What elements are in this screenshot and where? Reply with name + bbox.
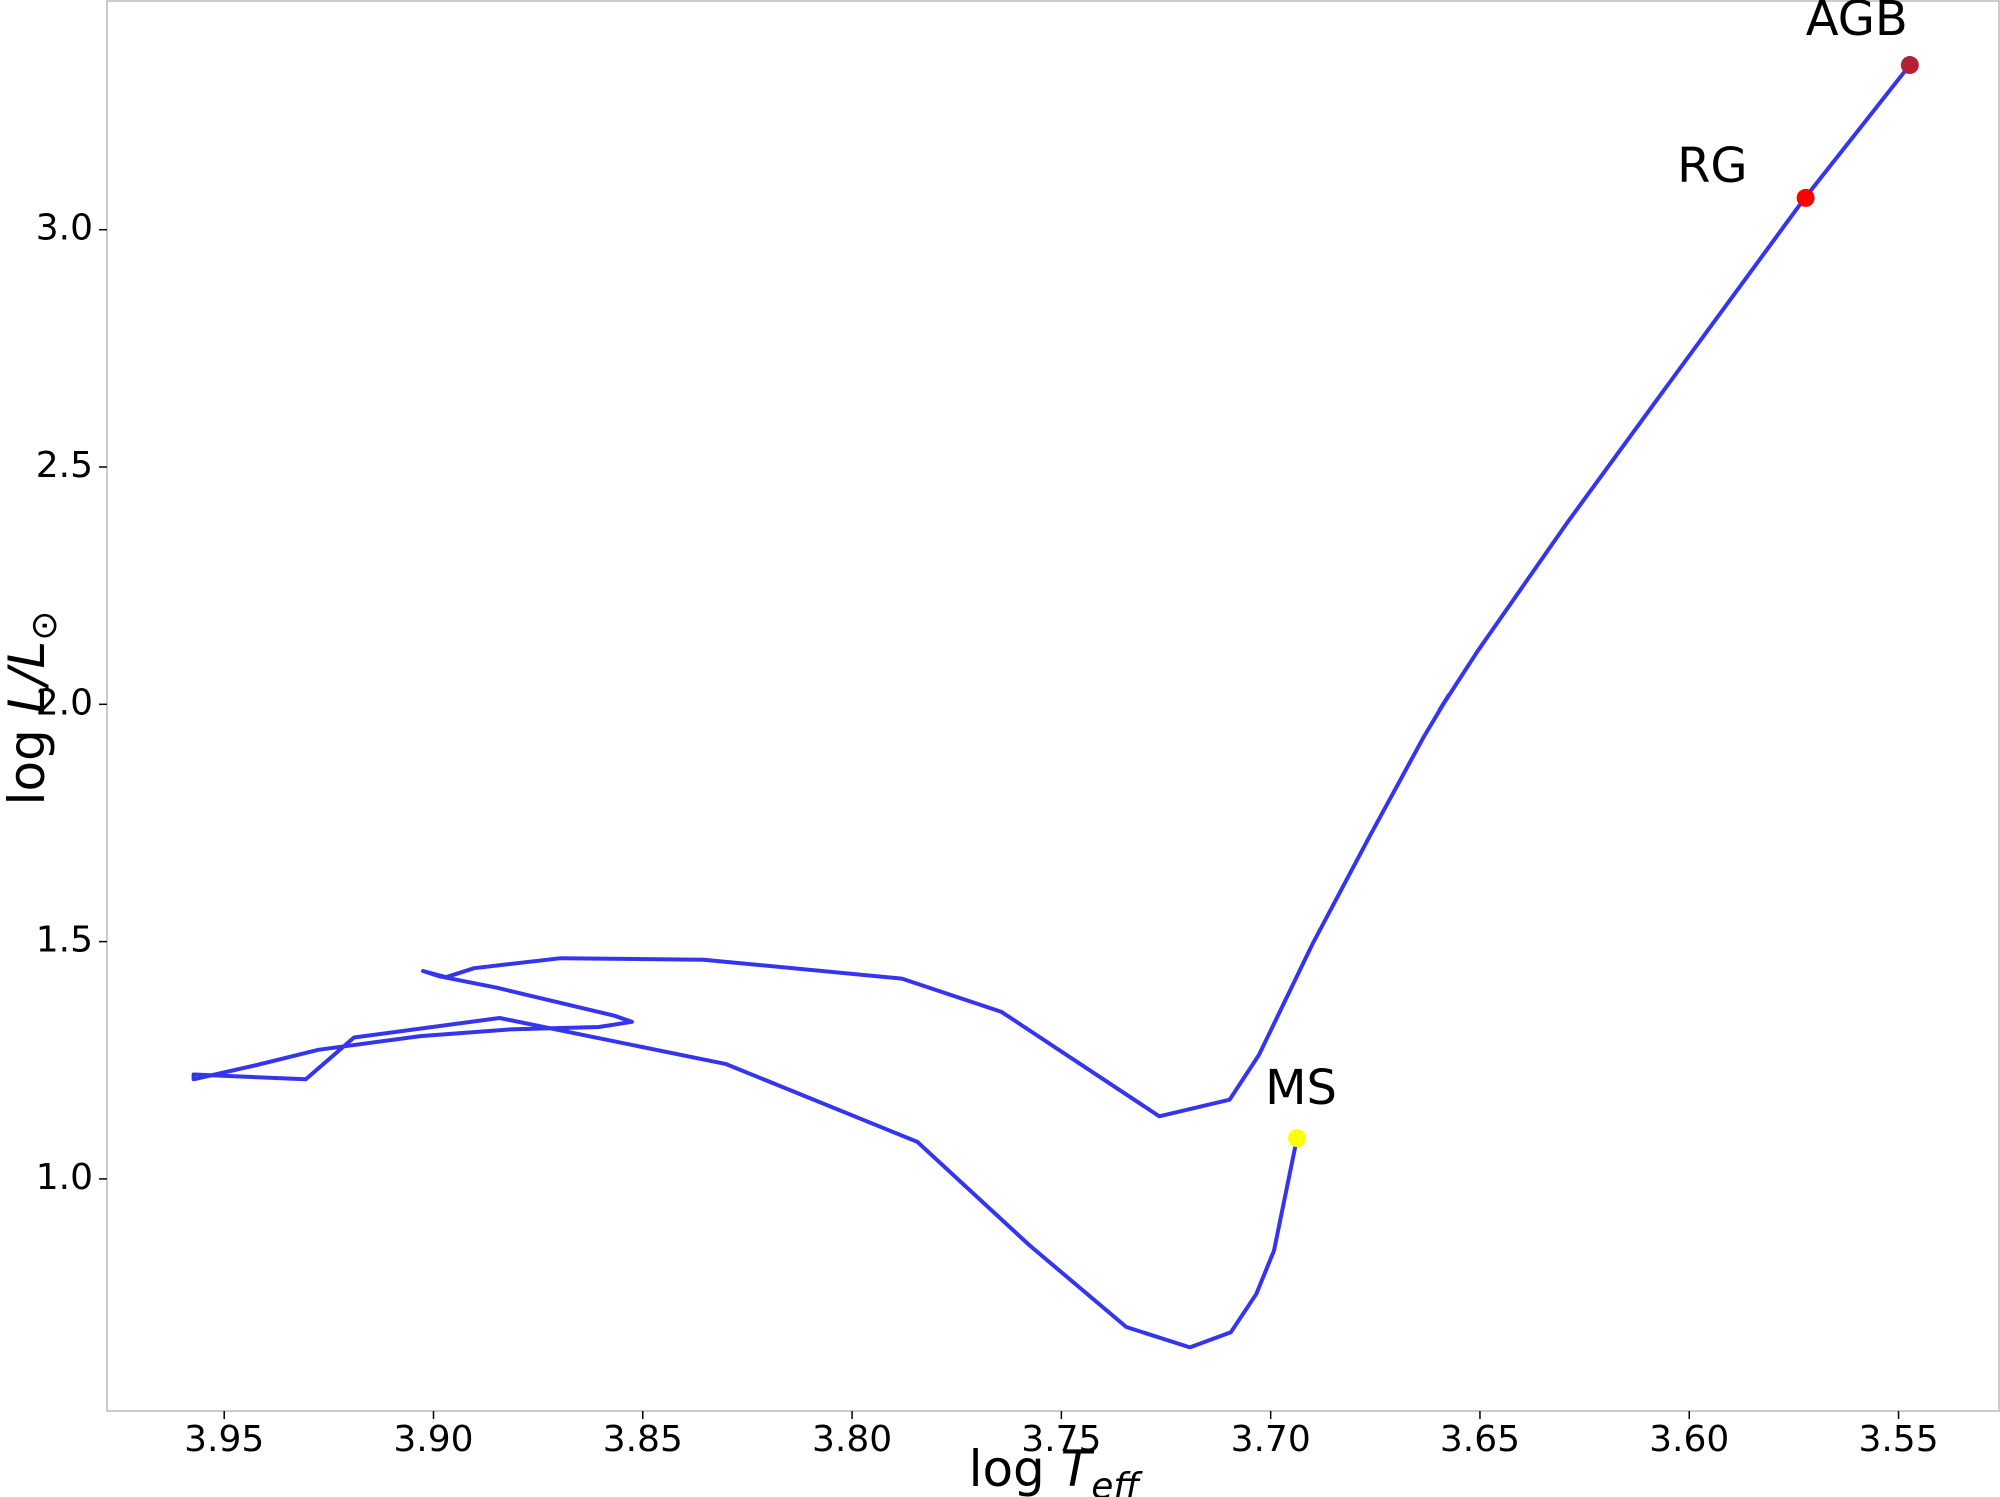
- y-tick-label: 1.5: [36, 920, 93, 961]
- x-tick-label: 3.90: [393, 1419, 473, 1460]
- y-label-subscript: ⊙: [24, 611, 65, 641]
- x-label-symbol: T: [1061, 1440, 1095, 1497]
- stage-label: AGB: [1806, 0, 1908, 47]
- y-label-text: log: [0, 729, 56, 805]
- x-tick-label: 3.60: [1649, 1419, 1729, 1460]
- x-tick-label: 3.55: [1858, 1419, 1938, 1460]
- y-axis-label: log L/L⊙: [0, 611, 65, 806]
- x-tick-label: 3.85: [603, 1419, 683, 1460]
- x-axis-label: log Teff: [969, 1440, 1144, 1497]
- x-tick-label: 3.75: [1021, 1419, 1101, 1460]
- x-label-subscript: eff: [1091, 1466, 1143, 1497]
- y-tick-label: 3.0: [36, 208, 93, 249]
- y-tick-label: 2.5: [36, 445, 93, 486]
- axes-frame: [106, 0, 2000, 1412]
- stage-marker: [1900, 56, 1919, 75]
- x-label-text: log: [969, 1440, 1045, 1497]
- stage-marker: [1796, 188, 1815, 207]
- track-line: [191, 63, 1912, 1350]
- y-tick-label: 1.0: [36, 1157, 93, 1198]
- y-tick-label: 2.0: [36, 682, 93, 723]
- x-tick-label: 3.65: [1440, 1419, 1520, 1460]
- x-tick-label: 3.70: [1231, 1419, 1311, 1460]
- stage-label: MS: [1265, 1060, 1337, 1116]
- stage-label: RG: [1677, 138, 1748, 194]
- y-label-symbol: L/L: [0, 641, 56, 714]
- x-tick-label: 3.80: [812, 1419, 892, 1460]
- stage-marker: [1288, 1129, 1307, 1148]
- x-tick-label: 3.95: [184, 1419, 264, 1460]
